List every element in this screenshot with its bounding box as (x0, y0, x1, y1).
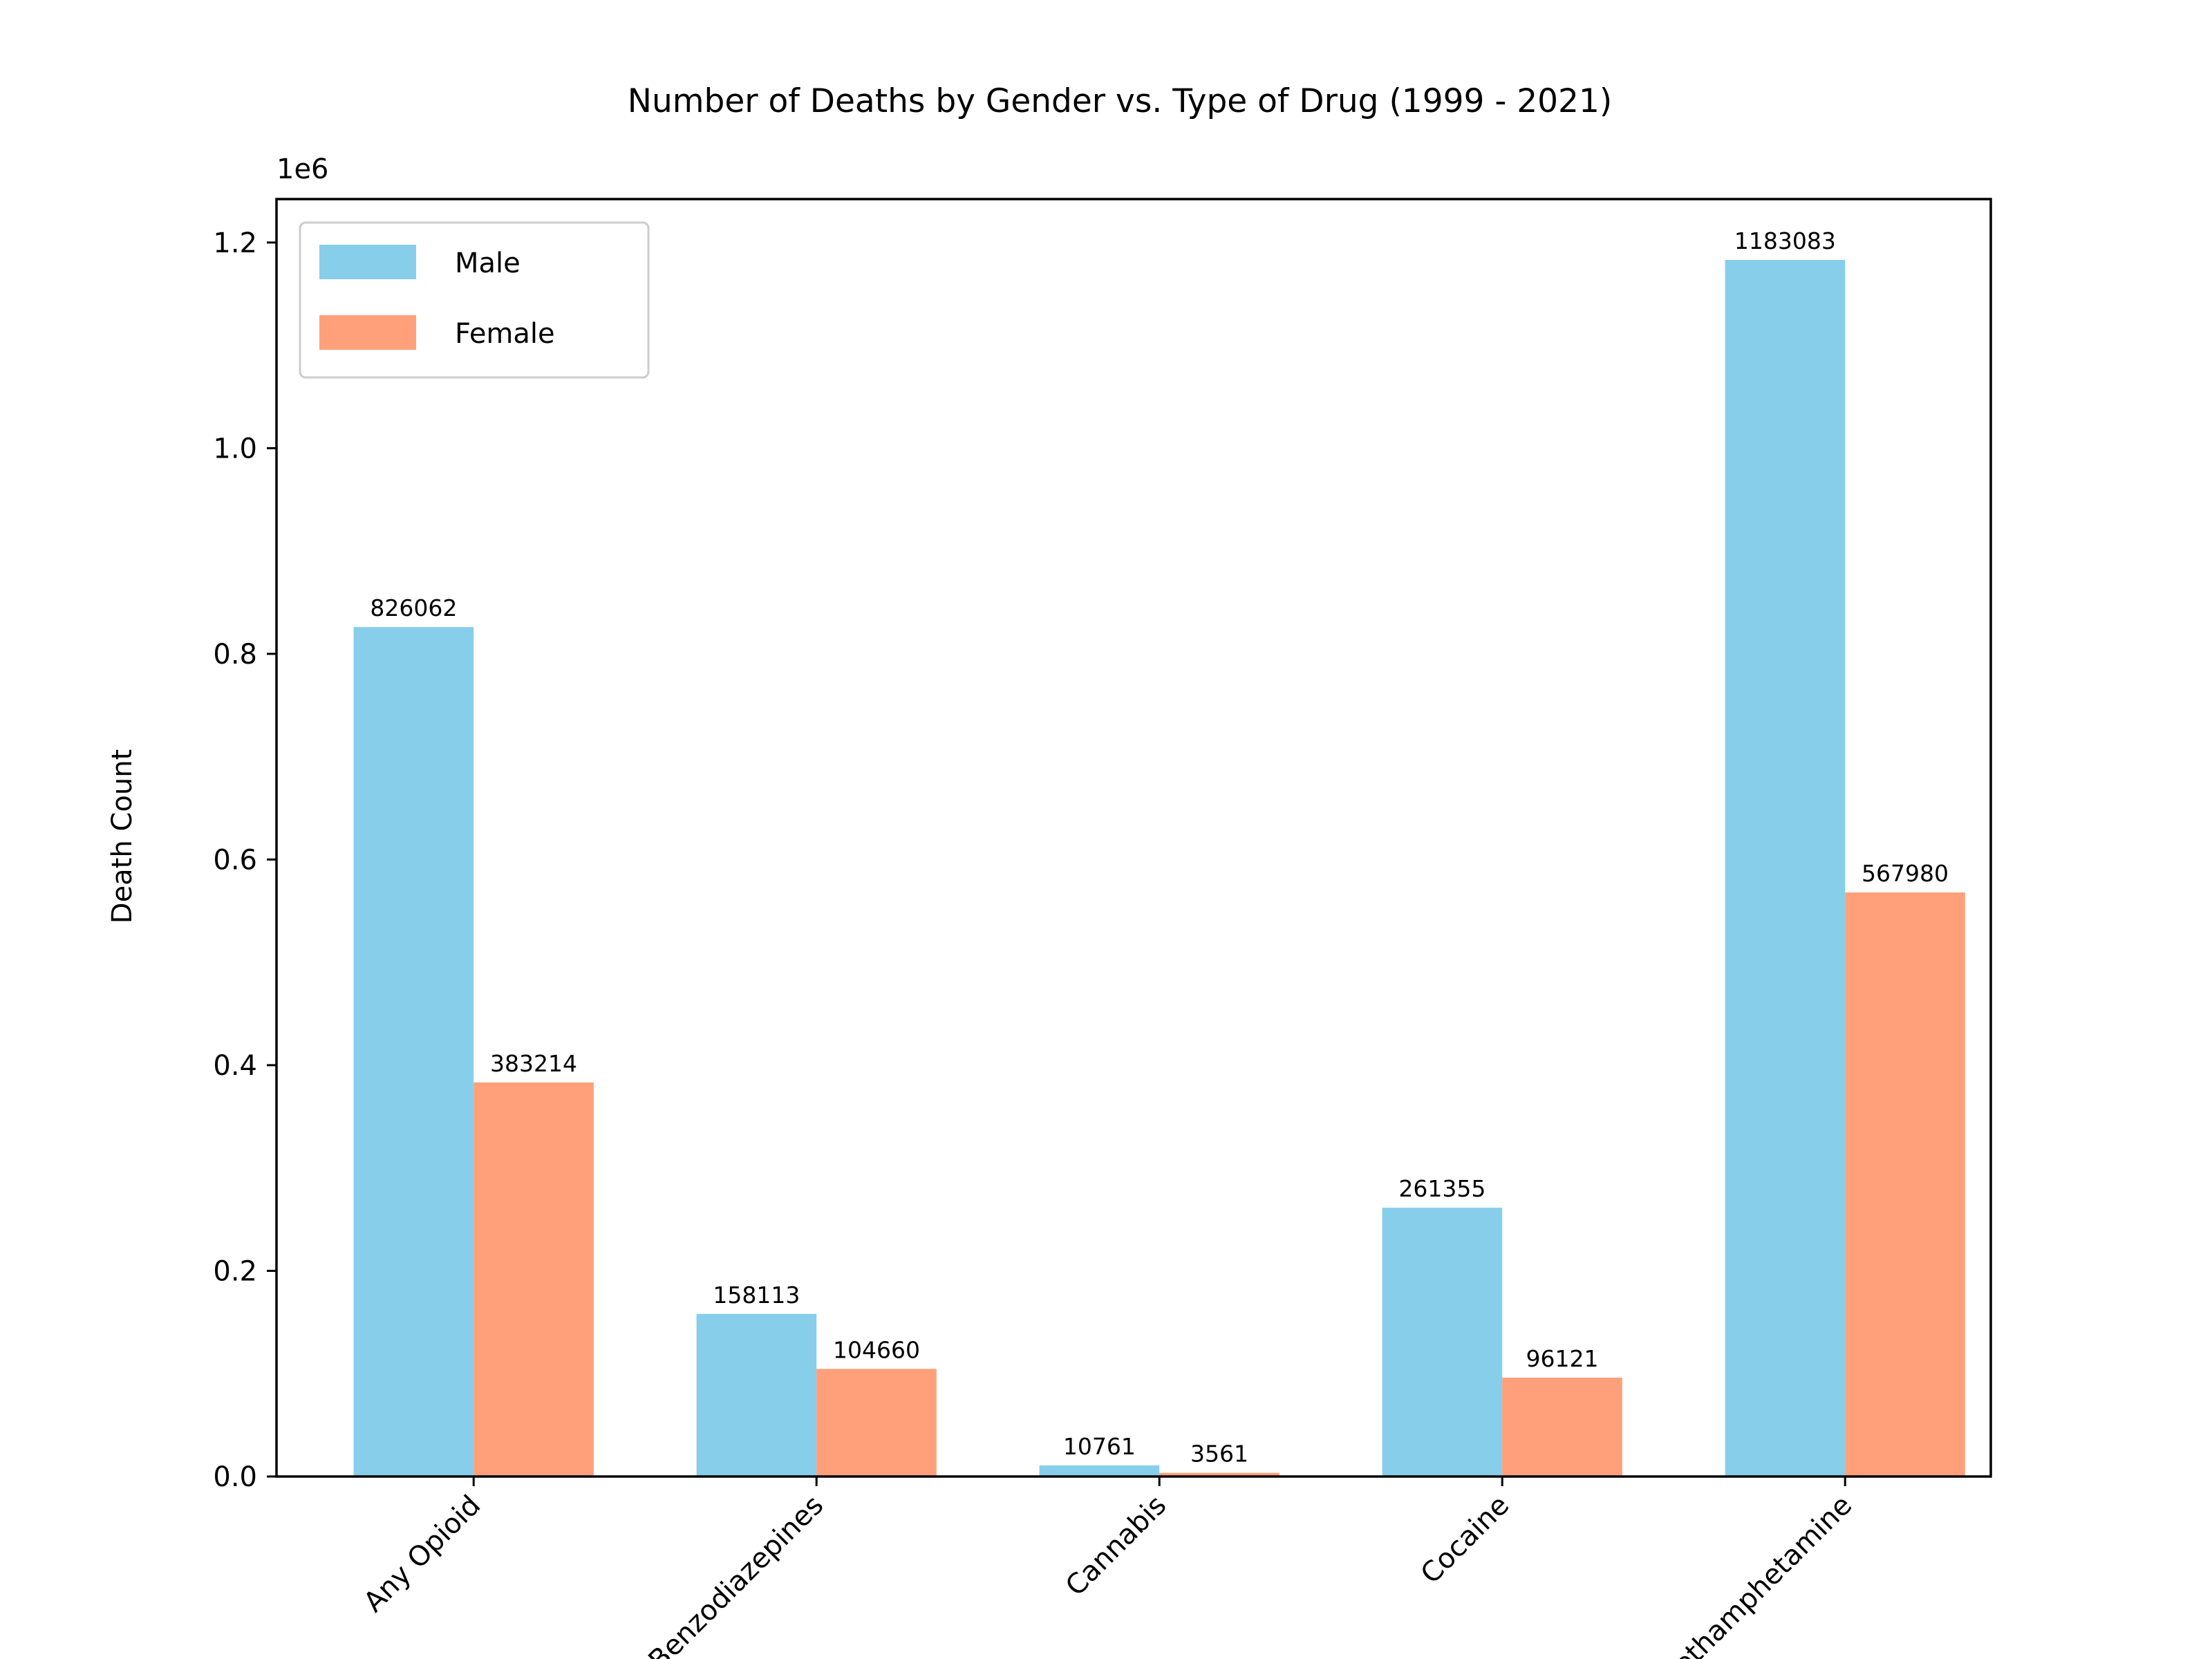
y-tick-label: 0.0 (213, 1461, 257, 1493)
legend: Male Female (299, 221, 650, 379)
y-tick-label: 0.2 (213, 1255, 257, 1287)
bar-value-label-female-benzodiazepines: 104660 (833, 1336, 920, 1363)
bar-male-cannabis (1039, 1465, 1160, 1477)
x-axis: Any Opioid Benzodiazepines Cannabis Cocaine… (358, 1477, 1859, 1659)
x-tick-label-benzodiazepines: Benzodiazepines (643, 1490, 830, 1659)
y-tick-label: 1.0 (213, 433, 257, 465)
bar-value-labels: 826062 383214 158113 104660 10761 3561 261355 9… (370, 227, 1949, 1468)
bar-male-any-opioid (353, 627, 474, 1477)
bar-value-label-male-cocaine: 261355 (1398, 1175, 1485, 1202)
x-tick-label-cocaine: Cocaine (1415, 1490, 1516, 1591)
bar-value-label-male-benzodiazepines: 158113 (713, 1282, 800, 1309)
bar-value-label-female-cocaine: 96121 (1526, 1345, 1599, 1372)
bar-female-any-opioid (474, 1082, 594, 1477)
bar-female-cocaine (1502, 1378, 1622, 1477)
legend-label-male: Male (455, 247, 521, 279)
bar-male-benzodiazepines (696, 1313, 817, 1477)
bar-female-benzodiazepines (816, 1369, 937, 1477)
bar-value-label-female-any-opioid: 383214 (490, 1050, 577, 1077)
bar-male-methamphetamine (1725, 259, 1846, 1477)
bar-value-label-female-cannabis: 3561 (1190, 1441, 1248, 1468)
legend-swatch-male (319, 245, 416, 279)
y-tick-label: 0.8 (213, 639, 257, 671)
x-tick-label-any-opioid: Any Opioid (358, 1490, 487, 1619)
bars-group (353, 259, 1965, 1477)
y-tick-label: 1.2 (213, 227, 257, 259)
bar-value-label-female-methamphetamine: 567980 (1862, 860, 1949, 887)
bar-value-label-male-cannabis: 10761 (1063, 1433, 1136, 1460)
y-axis-offset-text: 1e6 (276, 153, 329, 185)
plot-frame (275, 198, 1992, 1478)
y-axis: 0.0 0.2 0.4 0.6 0.8 1.0 1.2 (213, 227, 276, 1493)
y-tick-label: 0.6 (213, 844, 257, 876)
chart-title: Number of Deaths by Gender vs. Type of D… (628, 82, 1612, 120)
legend-label-female: Female (455, 318, 555, 350)
legend-swatch-female (319, 315, 416, 350)
y-tick-label: 0.4 (213, 1050, 257, 1082)
bar-female-cannabis (1159, 1472, 1280, 1477)
bar-value-label-male-methamphetamine: 1183083 (1734, 227, 1836, 254)
bar-value-label-male-any-opioid: 826062 (370, 594, 457, 621)
x-tick-label-cannabis: Cannabis (1060, 1490, 1172, 1602)
x-tick-label-methamphetamine: Methamphetamine (1651, 1490, 1859, 1659)
bar-male-cocaine (1382, 1208, 1503, 1477)
y-axis-label: Death Count (106, 749, 138, 924)
bar-female-methamphetamine (1845, 892, 1965, 1477)
